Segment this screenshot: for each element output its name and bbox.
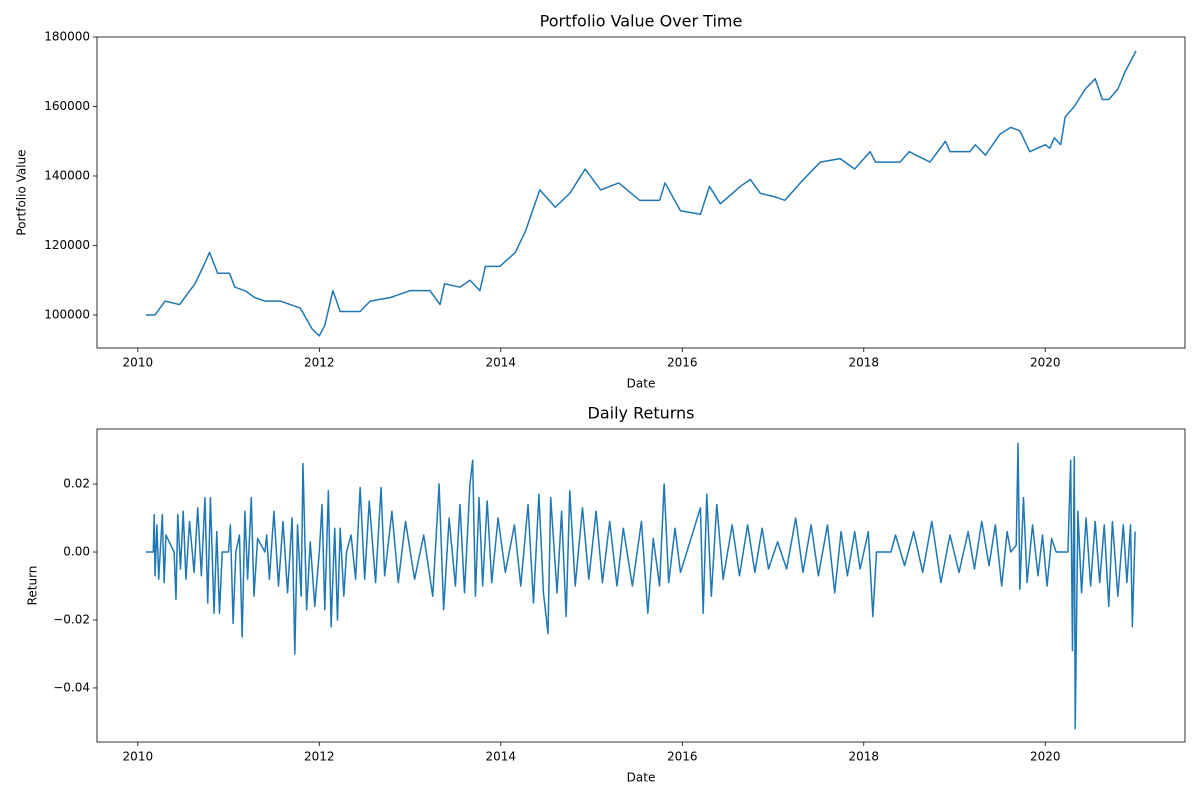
y-axis-label: Portfolio Value: [15, 149, 29, 235]
x-tick-label: 2020: [1030, 750, 1061, 764]
x-tick-label: 2014: [486, 750, 517, 764]
y-tick-label: −0.04: [53, 680, 90, 694]
data-line: [146, 50, 1137, 337]
axes-frame: [96, 36, 1186, 349]
x-tick-label: 2020: [1030, 356, 1061, 370]
y-tick-label: −0.02: [53, 612, 90, 626]
y-tick-label: 0.02: [63, 477, 90, 491]
x-tick-label: 2010: [123, 750, 154, 764]
x-axis-label: Date: [627, 771, 656, 785]
chart-title: Daily Returns: [588, 404, 695, 423]
y-tick-label: 120000: [44, 238, 90, 252]
axes-frame: [96, 428, 1186, 743]
x-tick-label: 2012: [304, 750, 335, 764]
x-tick-label: 2016: [667, 356, 698, 370]
chart-title: Portfolio Value Over Time: [540, 12, 743, 31]
y-tick-label: 0.00: [63, 545, 90, 559]
y-axis-label: Return: [26, 566, 40, 606]
x-tick-label: 2010: [123, 356, 154, 370]
x-tick-label: 2012: [304, 356, 335, 370]
x-tick-label: 2018: [848, 750, 879, 764]
y-tick-label: 160000: [44, 99, 90, 113]
y-tick-label: 140000: [44, 168, 90, 182]
y-tick-label: 100000: [44, 307, 90, 321]
x-tick-label: 2016: [667, 750, 698, 764]
x-tick-label: 2018: [848, 356, 879, 370]
x-axis-label: Date: [627, 377, 656, 391]
data-line: [146, 442, 1136, 730]
y-tick-label: 180000: [44, 30, 90, 44]
x-tick-label: 2014: [486, 356, 517, 370]
